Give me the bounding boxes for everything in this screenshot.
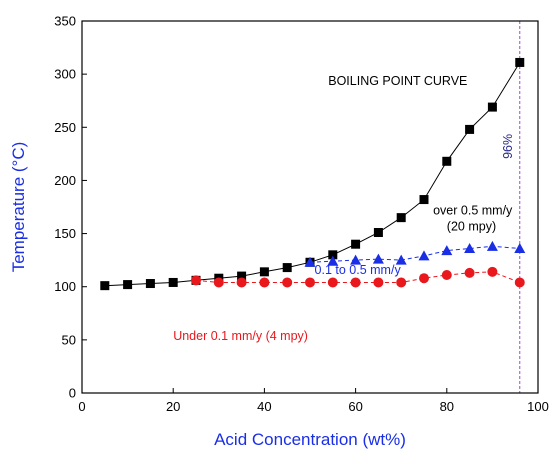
x-tick-label: 100 <box>527 399 549 414</box>
triangle-marker <box>395 254 407 265</box>
square-marker <box>168 277 178 287</box>
square-marker <box>419 195 429 205</box>
square-marker <box>373 228 383 238</box>
series-line-square <box>104 62 521 287</box>
circle-marker <box>236 277 247 288</box>
x-tick-label: 80 <box>440 399 454 414</box>
triangle-marker <box>350 254 362 265</box>
square-marker <box>515 57 525 67</box>
triangle-marker <box>464 242 476 253</box>
annotation: BOILING POINT CURVE <box>328 74 467 88</box>
annotation: 0.1 to 0.5 mm/y <box>315 263 402 277</box>
plot-layer: 96% BOILING POINT CURVE over 0.5 mm/y (20 m… <box>100 21 526 393</box>
circle-marker <box>350 277 361 288</box>
triangle-marker <box>304 256 316 267</box>
axes-layer: 0 50 100 150 200 250 300 350 0 20 40 60 80 100 <box>54 14 549 415</box>
y-tick-label: 250 <box>54 120 76 135</box>
triangle-marker <box>418 250 430 261</box>
square-marker <box>487 102 497 112</box>
x-tick-label: 40 <box>257 399 271 414</box>
circle-marker <box>191 275 201 286</box>
triangle-marker <box>441 245 453 256</box>
circle-marker <box>259 277 270 288</box>
circle-marker <box>487 266 498 277</box>
x-tick-label: 60 <box>348 399 362 414</box>
circle-marker <box>514 277 525 288</box>
square-marker <box>259 267 269 277</box>
triangle-marker <box>327 255 339 266</box>
y-tick-label: 300 <box>54 67 76 82</box>
circle-marker <box>419 273 429 284</box>
circle-marker <box>305 277 315 288</box>
annotation: Under 0.1 mm/y (4 mpy) <box>173 329 308 343</box>
square-marker <box>123 280 133 290</box>
plot-frame <box>81 20 539 394</box>
annotation: over 0.5 mm/y <box>433 203 513 217</box>
square-marker <box>442 156 452 166</box>
square-marker <box>237 271 247 281</box>
circle-marker <box>373 277 384 288</box>
square-marker <box>145 279 155 289</box>
square-marker <box>465 124 475 134</box>
triangle-marker <box>486 240 498 251</box>
triangle-marker <box>372 253 384 264</box>
circle-marker <box>213 277 224 288</box>
y-tick-label: 350 <box>54 14 76 29</box>
y-tick-label: 150 <box>54 226 76 241</box>
square-marker <box>282 263 292 273</box>
triangle-marker <box>514 242 526 253</box>
x-tick-label: 0 <box>78 399 85 414</box>
square-marker <box>328 250 338 260</box>
y-axis-label: Temperature (°C) <box>9 142 28 273</box>
circle-marker <box>441 270 452 281</box>
reference-line-label: 96% <box>501 134 515 159</box>
x-tick-label: 20 <box>166 399 180 414</box>
square-marker <box>100 281 110 291</box>
circle-marker <box>282 277 293 288</box>
square-marker <box>396 213 406 223</box>
circle-marker <box>396 277 407 288</box>
square-marker <box>351 239 361 249</box>
x-axis-label: Acid Concentration (wt%) <box>214 430 406 449</box>
annotation: (20 mpy) <box>447 219 496 233</box>
y-tick-label: 0 <box>69 386 76 401</box>
y-tick-label: 200 <box>54 173 76 188</box>
series-line-circle <box>195 271 520 283</box>
y-tick-label: 50 <box>62 332 76 347</box>
circle-marker <box>327 277 338 288</box>
circle-marker <box>464 267 475 278</box>
y-tick-label: 100 <box>54 279 76 294</box>
